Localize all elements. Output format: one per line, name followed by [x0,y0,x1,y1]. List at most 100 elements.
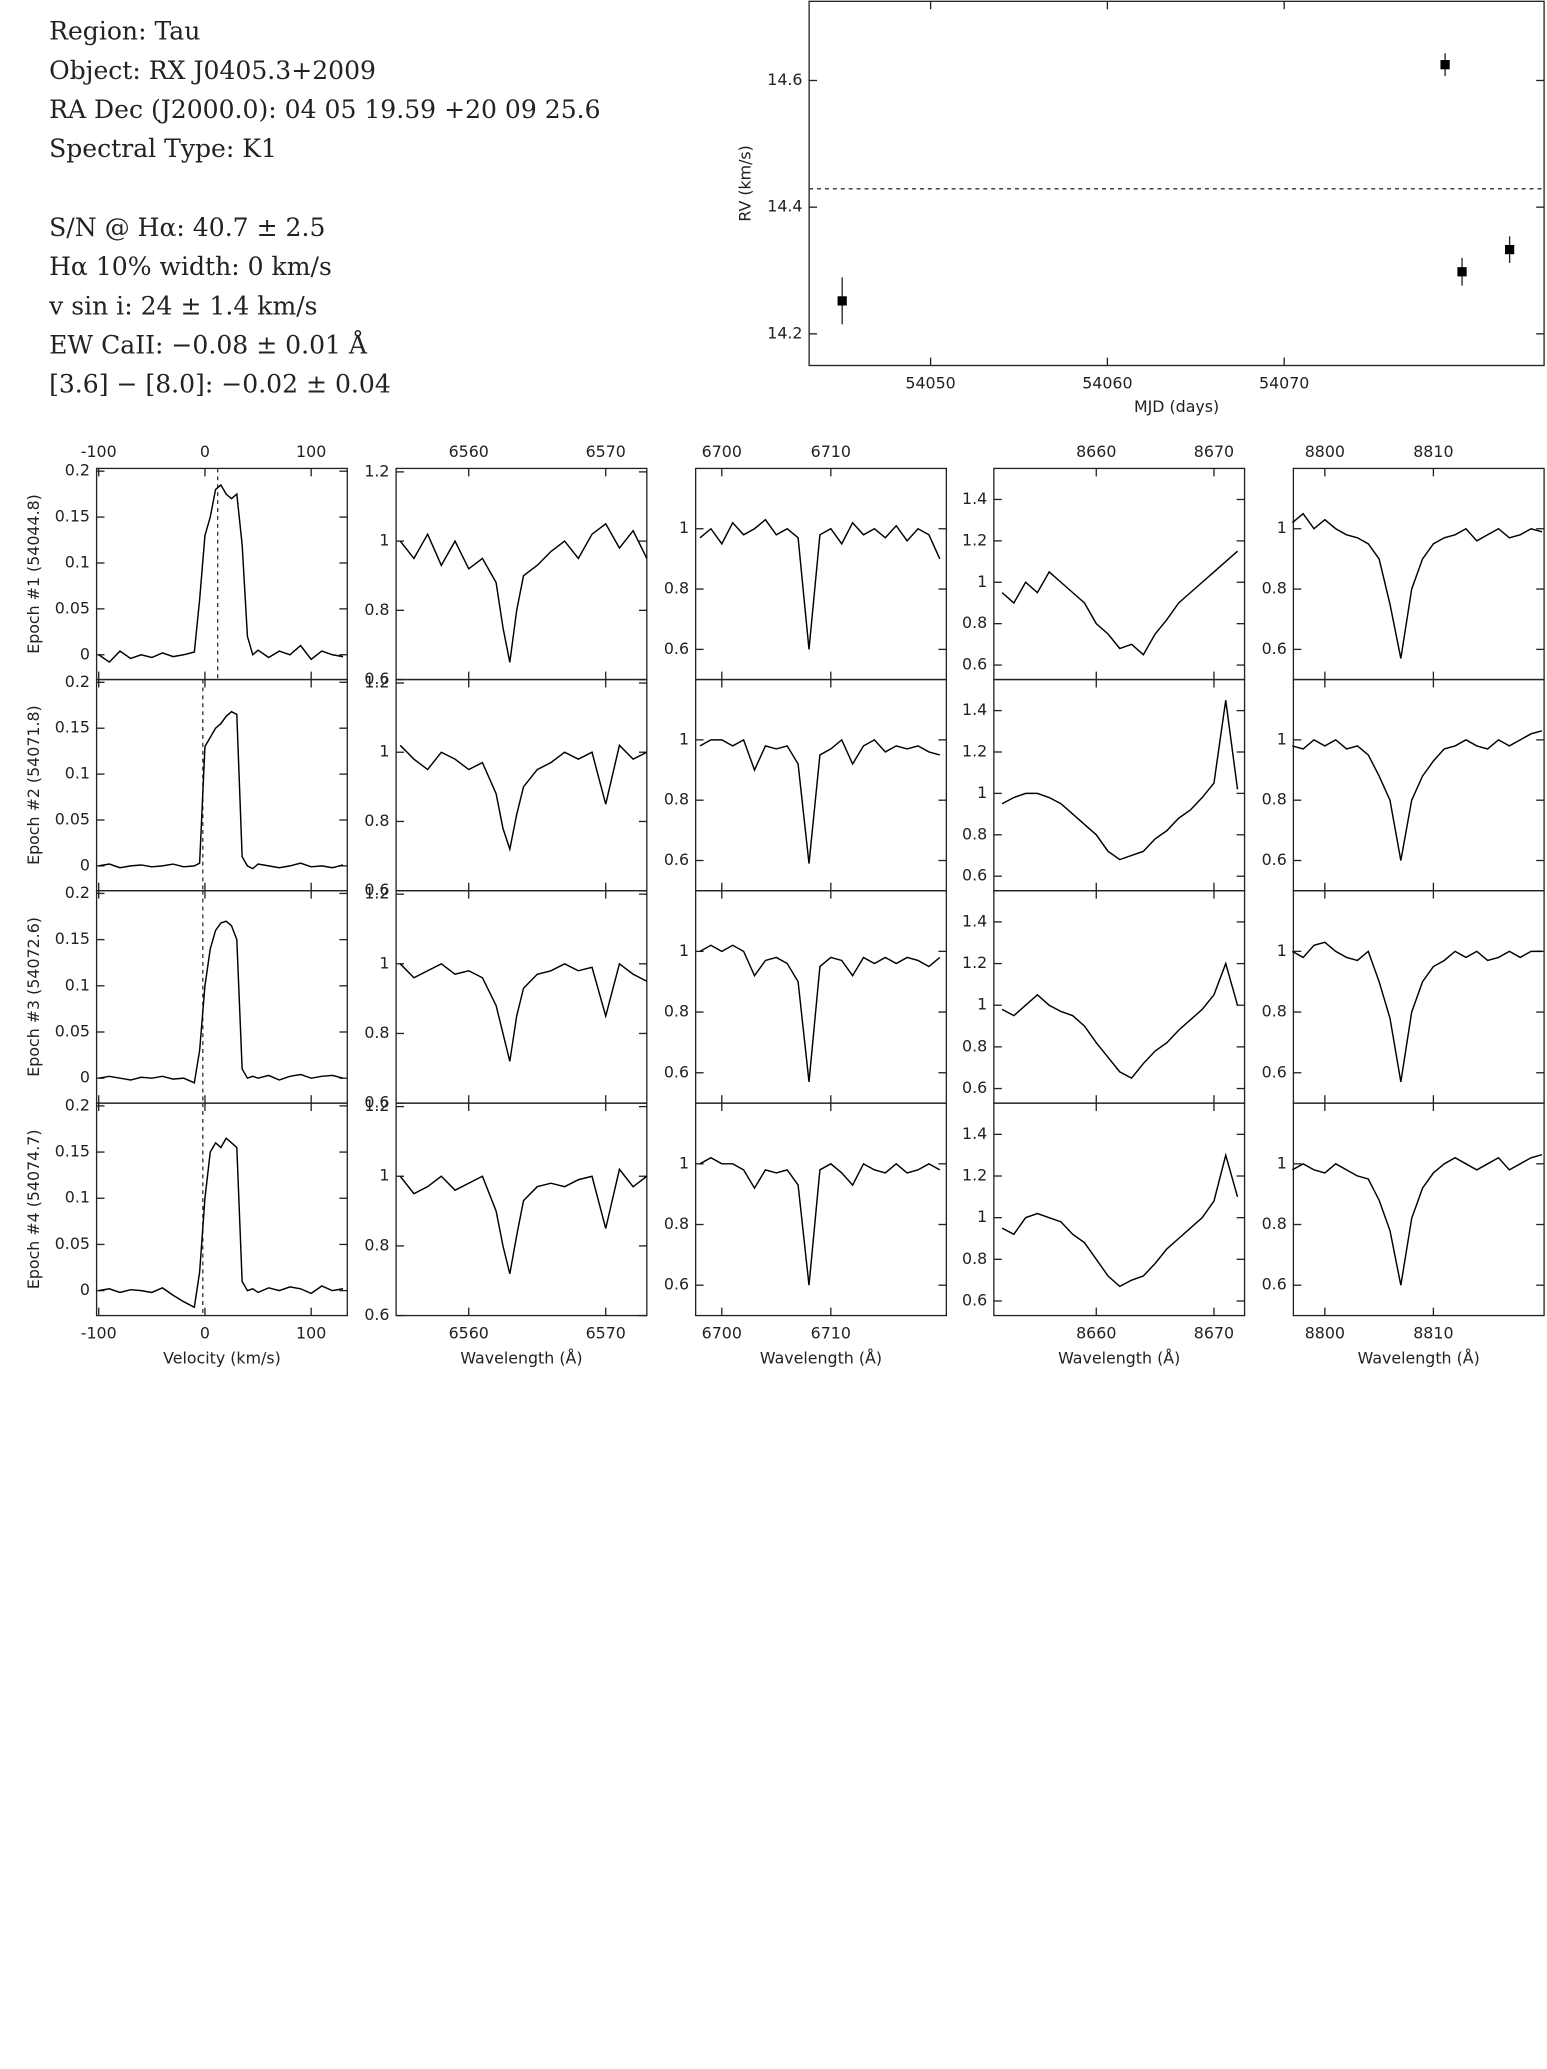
y-tick-label: 1 [379,531,389,550]
x-tick-label: 6560 [449,1324,489,1343]
plot-frame [395,1102,648,1317]
y-tick-label: 0.8 [364,600,389,619]
y-tick-label: 1 [977,783,987,802]
x-tick-label: 6570 [586,1324,626,1343]
spectrum-line [399,1167,648,1274]
info-line: Object: RX J0405.3+2009 [49,56,376,85]
y-tick-label: 0.8 [664,1002,689,1021]
plot-frame [808,0,1545,367]
y-tick-label: 0.8 [364,1023,389,1042]
y-tick-label: 0.2 [65,672,90,691]
x-tick-label: 6710 [811,442,851,461]
plot-frame [95,1102,348,1317]
x-tick-label: 100 [296,442,326,461]
plot-frame [993,1102,1246,1317]
y-tick-label: 1 [379,953,389,972]
info-line: Spectral Type: K1 [49,134,277,163]
spectrum-line [1291,941,1542,1082]
y-tick-label: 14.2 [767,323,802,342]
x-axis-label: Wavelength (Å) [760,1349,882,1368]
spectrum-line [98,920,344,1084]
y-tick-label: 0.6 [664,850,689,869]
y-axis-label: Epoch #1 (54044.8) [24,494,43,654]
spectrum-line [1001,961,1239,1080]
x-axis-label: MJD (days) [1134,397,1219,416]
plot-frame [395,467,648,681]
y-axis-label: RV (km/s) [735,145,754,222]
y-tick-label: 0.1 [65,1188,90,1207]
y-tick-label: 0.15 [55,718,90,737]
x-tick-label: 54070 [1259,373,1309,392]
y-tick-label: 1.2 [962,530,987,549]
y-tick-label: 1.2 [962,741,987,760]
y-tick-label: 0.6 [664,1062,689,1081]
rv-point [837,296,847,306]
x-axis-label: Wavelength (Å) [1058,1349,1180,1368]
y-tick-label: 0.2 [65,1095,90,1114]
y-tick-label: 1.2 [364,673,389,692]
spectrum-line [699,518,941,650]
x-tick-label: 6710 [811,1324,851,1343]
y-tick-label: 1 [379,742,389,761]
y-tick-label: 0.6 [364,1093,389,1112]
plot-frame [1292,467,1545,681]
spectrum-line [1001,1152,1239,1288]
plot-frame [395,678,648,892]
y-tick-label: 0.8 [1262,579,1287,598]
y-tick-label: 14.4 [767,197,802,216]
y-tick-label: 1.2 [364,884,389,903]
plot-frame [1292,890,1545,1104]
spectrum-line [699,1156,941,1286]
y-tick-label: 0.8 [962,613,987,632]
rv-point [1457,267,1467,277]
x-tick-label: 6560 [449,442,489,461]
y-tick-label: 1 [679,941,689,960]
y-tick-label: 0.6 [1262,1062,1287,1081]
y-tick-label: 0.8 [1262,790,1287,809]
y-tick-label: 1 [379,1166,389,1185]
x-tick-label: 8660 [1076,442,1116,461]
x-tick-label: 0 [200,1324,210,1343]
info-line: [3.6] − [8.0]: −0.02 ± 0.04 [49,370,391,399]
y-tick-label: 0.8 [962,1036,987,1055]
x-tick-label: 100 [296,1324,326,1343]
y-tick-label: 0.6 [962,1290,987,1309]
x-tick-label: 8810 [1413,442,1453,461]
y-tick-label: 1 [679,1153,689,1172]
y-tick-label: 1.4 [962,700,987,719]
y-tick-label: 1.2 [962,1166,987,1185]
plot-frame [95,678,348,892]
info-line: RA Dec (J2000.0): 04 05 19.59 +20 09 25.… [49,95,601,124]
y-tick-label: 0.8 [664,1214,689,1233]
y-tick-label: 0.6 [364,669,389,688]
y-tick-label: 0.6 [962,655,987,674]
y-tick-label: 0.15 [55,507,90,526]
y-tick-label: 0 [80,1280,90,1299]
spectrum-line [98,483,344,664]
y-tick-label: 0.05 [55,1234,90,1253]
y-tick-label: 0.8 [664,790,689,809]
spectrum-line [699,944,941,1082]
spectrum-line [98,1137,344,1309]
spectrum-line [1291,1154,1543,1286]
x-tick-label: 8670 [1194,1324,1234,1343]
spectrum-line [98,710,344,870]
x-tick-label: 6700 [702,1324,742,1343]
y-tick-label: 0.05 [55,809,90,828]
rv-point [1505,244,1515,255]
x-tick-label: 6700 [702,442,742,461]
info-line: EW CaII: −0.08 ± 0.01 Å [49,329,368,359]
rv-point [1440,60,1450,70]
y-tick-label: 1 [679,729,689,748]
info-line: Region: Tau [49,17,200,46]
y-tick-label: 1.2 [364,1096,389,1115]
y-tick-label: 0.05 [55,1021,90,1040]
y-tick-label: 0.6 [1262,1275,1287,1294]
x-tick-label: -100 [81,442,117,461]
x-tick-label: 8660 [1076,1324,1116,1343]
y-tick-label: 0.6 [1262,639,1287,658]
y-tick-label: 1 [1277,518,1287,537]
y-tick-label: 0.8 [664,579,689,598]
